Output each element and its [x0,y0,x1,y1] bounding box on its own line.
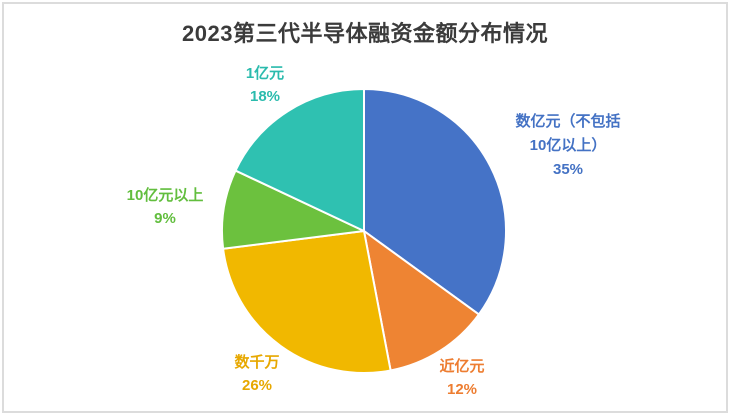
slice-label-pct: 12% [446,381,478,398]
slice-label-text: 数亿元（不包括 10亿以上） [515,113,621,154]
slice-label-text: 10亿元以上 [126,187,204,204]
slice-label-text: 1亿元 [245,65,285,82]
slice-label-pct: 18% [249,88,281,105]
pie-slice-1[interactable] [363,230,480,372]
pie-slice-3[interactable] [220,169,365,250]
slice-label-pct: 26% [241,377,273,394]
pie-slice-2[interactable] [222,230,392,374]
slice-label-text: 数千万 [234,354,280,371]
slice-label-shuyiyuan: 数亿元（不包括 10亿以上） 35% [478,110,658,182]
slice-label-1yiyuan: 1亿元 18% [215,62,315,108]
slice-label-10yi-yishang: 10亿元以上 9% [104,184,226,230]
slice-label-shuqianwan: 数千万 26% [207,351,307,397]
slice-label-pct: 35% [552,161,584,178]
slice-label-text: 近亿元 [439,358,485,375]
pie-slice-0[interactable] [363,88,507,316]
pie-slice-4[interactable] [234,88,365,232]
slice-label-pct: 9% [154,210,176,227]
slice-label-jinyiyuan: 近亿元 12% [412,355,512,401]
chart-title: 2023第三代半导体融资金额分布情况 [182,21,548,46]
